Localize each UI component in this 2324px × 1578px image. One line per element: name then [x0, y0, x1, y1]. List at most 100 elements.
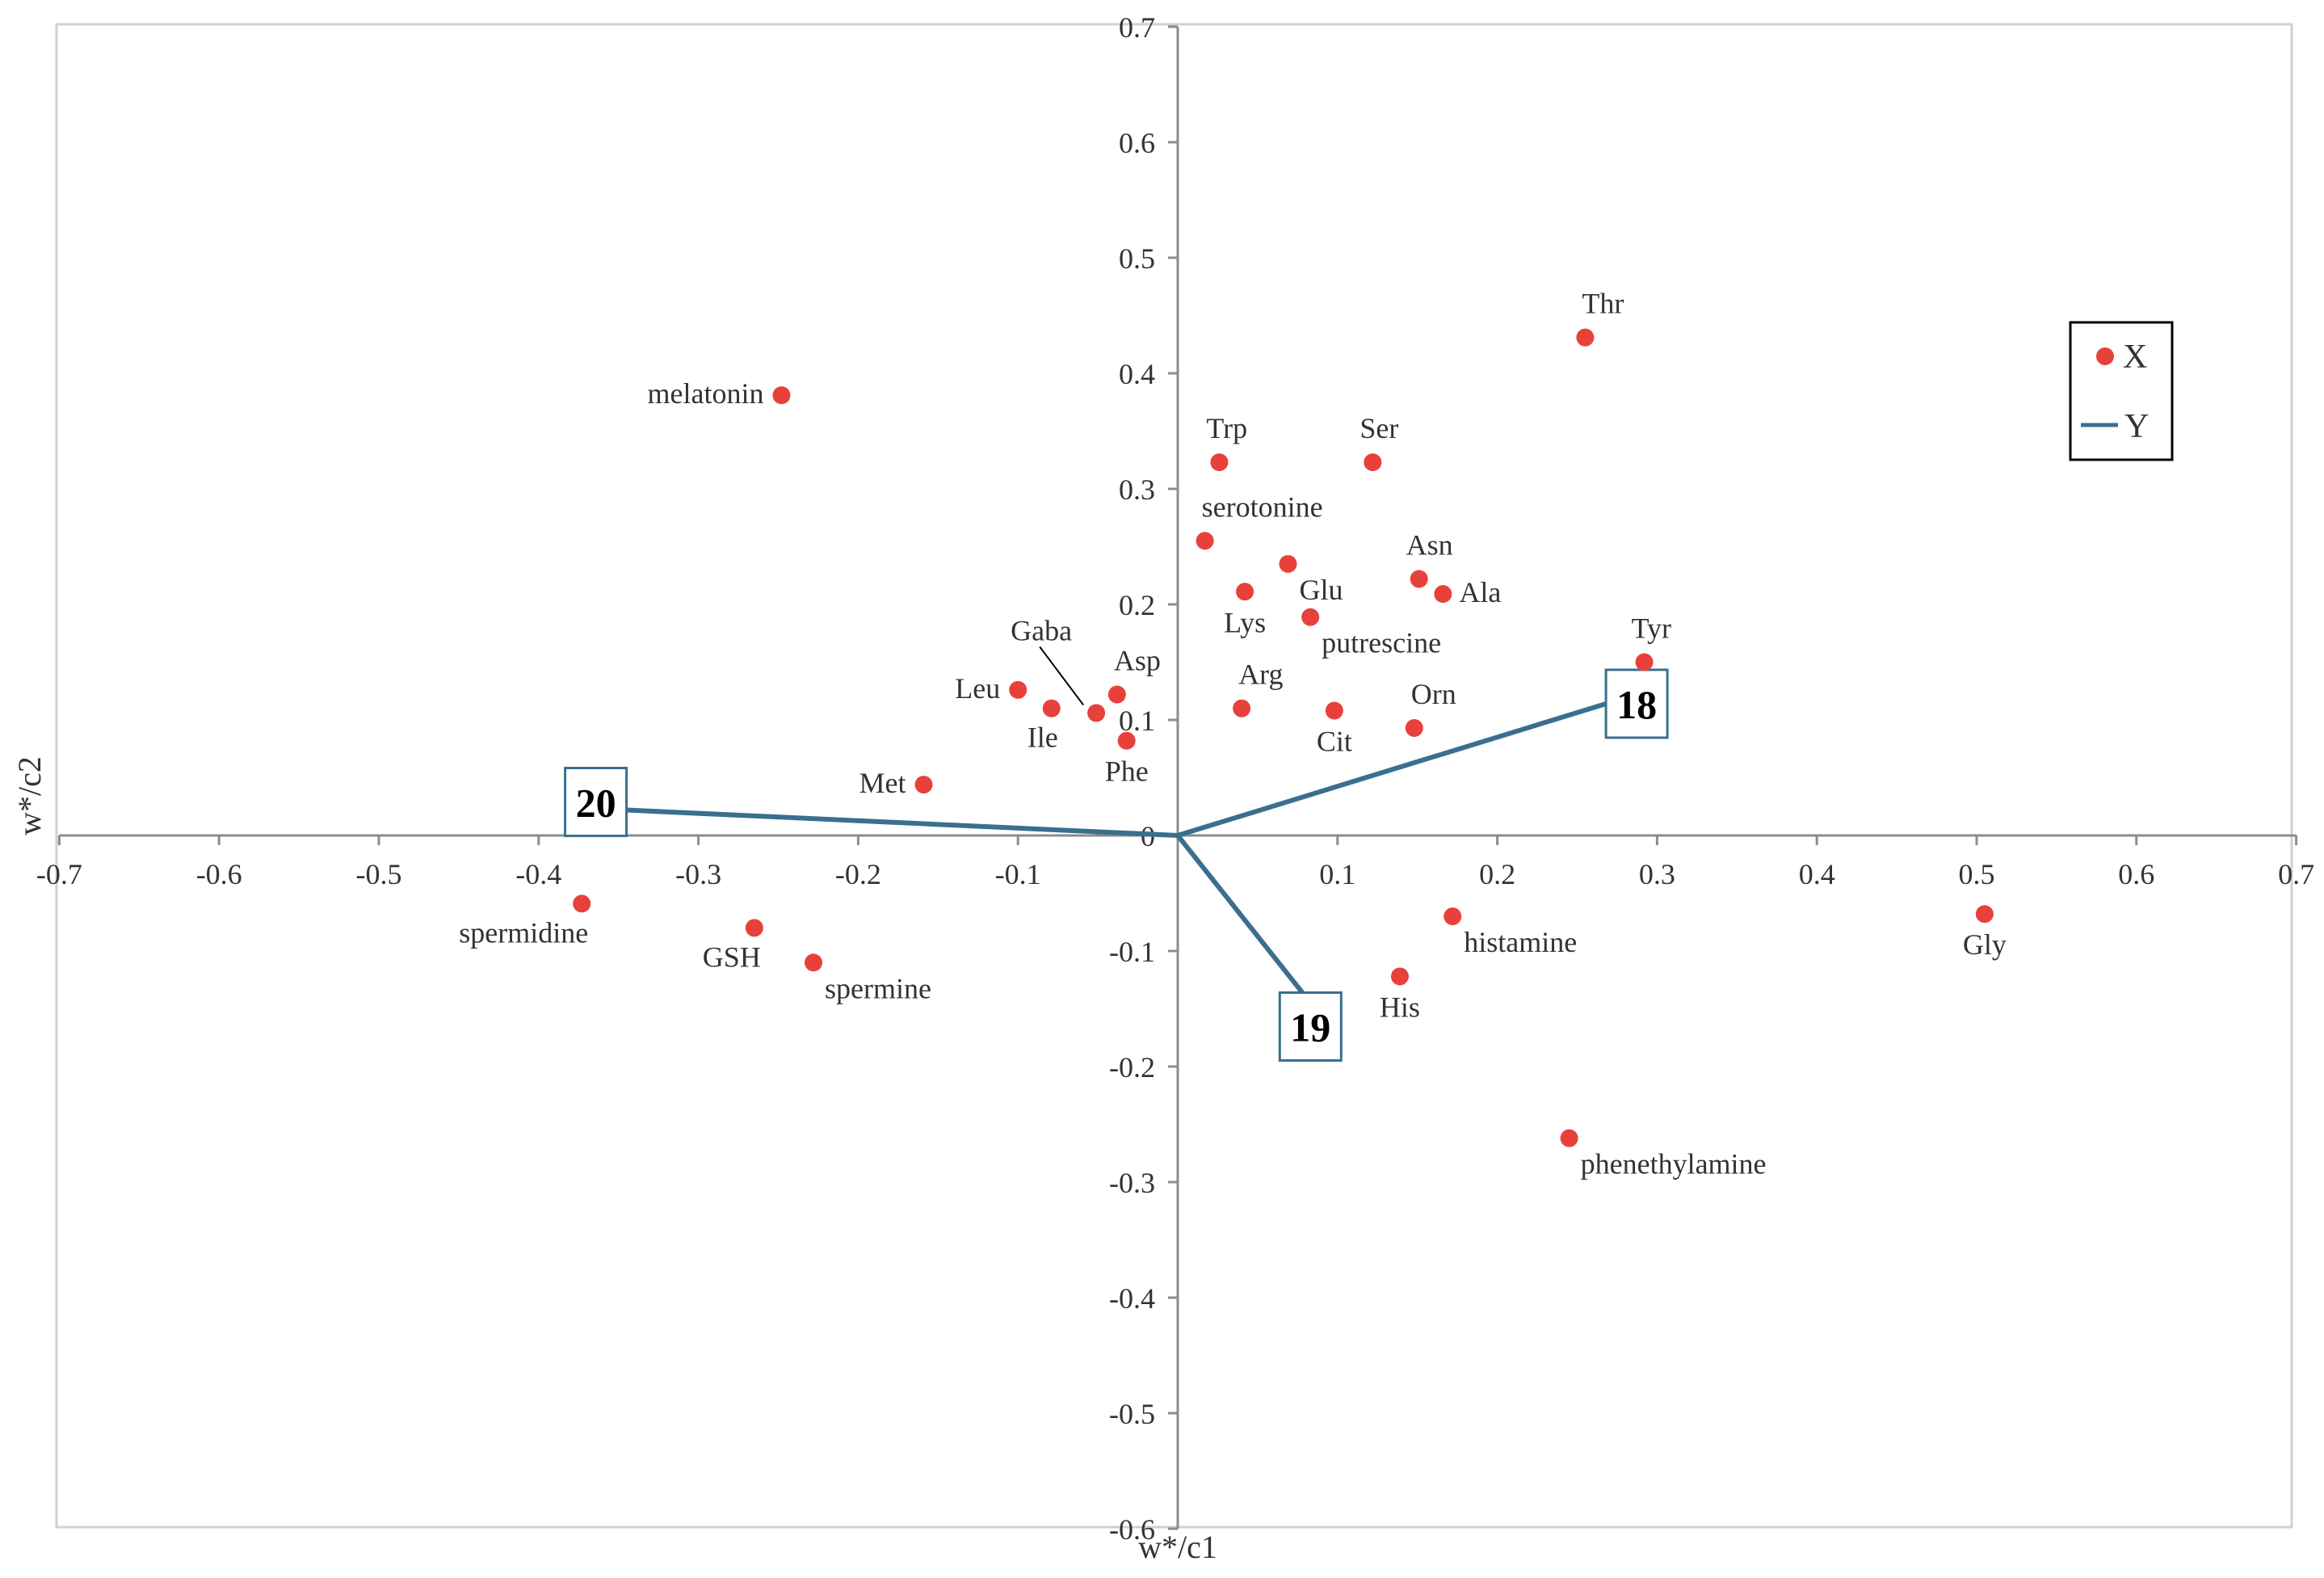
vector-18: [1177, 701, 1607, 838]
point-glu: [1279, 554, 1297, 573]
point-ser: [1364, 453, 1382, 472]
x-tick-label: 0.2: [1479, 858, 1515, 890]
point-label-glu: Glu: [1299, 574, 1343, 606]
x-tick-label: 0.5: [1959, 858, 1995, 890]
point-lys: [1236, 583, 1254, 601]
y-tick-label: 0.5: [1119, 242, 1155, 275]
y-vectors: 18 19 20: [564, 668, 1669, 1062]
point-asp: [1107, 685, 1126, 704]
y-tick-label: -0.5: [1109, 1398, 1155, 1430]
point-leu: [1009, 680, 1028, 699]
legend-marker-x: [2096, 347, 2114, 365]
legend-label-y: Y: [2124, 408, 2149, 445]
legend: X Y: [2069, 321, 2174, 461]
x-tick-label: -0.5: [356, 858, 402, 890]
y-tick-label: 0.4: [1119, 358, 1155, 390]
point-trp: [1210, 453, 1229, 472]
point-spermine: [805, 953, 823, 972]
point-label-met: Met: [859, 767, 906, 799]
vector-label-box-19: [1278, 991, 1343, 1062]
x-axis-title: w*/c1: [1138, 1529, 1217, 1565]
vector-label-box-18: [1604, 668, 1669, 739]
y-tick-label: 0.7: [1119, 11, 1155, 44]
point-label-histamine: histamine: [1464, 926, 1577, 958]
point-spermidine: [573, 894, 591, 913]
x-tick-label: -0.2: [835, 858, 881, 890]
point-label-tyr: Tyr: [1632, 612, 1671, 645]
y-tick-label: 0.6: [1119, 127, 1155, 159]
point-label-gly: Gly: [1963, 928, 2007, 961]
point-label-gaba: Gaba: [1011, 614, 1072, 646]
legend-box: [2069, 321, 2174, 461]
point-cit: [1325, 701, 1343, 720]
point-ile: [1042, 699, 1061, 717]
point-label-ala: Ala: [1459, 576, 1501, 608]
point-label-spermidine: spermidine: [459, 916, 588, 949]
axes: -0.7 -0.6 -0.5 -0.4 -0.3 -0.2 -0.1 0.1 0.2 0.3 0.4…: [36, 11, 2314, 1546]
point-label-his: His: [1380, 991, 1420, 1023]
leader-line-gaba: [1039, 646, 1084, 706]
point-label-phenethylamine: phenethylamine: [1581, 1148, 1767, 1180]
x-tick-label: 0.6: [2118, 858, 2154, 890]
point-label-ile: Ile: [1028, 722, 1058, 754]
point-label-spermine: spermine: [825, 972, 931, 1004]
x-points: melatonin Thr Trp Ser serotonine Glu Asn Lys Ala…: [459, 288, 2007, 1180]
point-met: [914, 776, 933, 794]
point-ala: [1434, 585, 1452, 604]
point-serotonine: [1196, 532, 1214, 550]
point-label-cit: Cit: [1317, 726, 1352, 758]
x-tick-label: 0.4: [1799, 858, 1835, 890]
vector-label-box-20: [564, 767, 628, 838]
point-label-asp: Asp: [1114, 645, 1161, 677]
point-label-asn: Asn: [1406, 529, 1453, 562]
vector-label-19: 19: [1290, 1004, 1330, 1050]
point-phenethylamine: [1560, 1129, 1578, 1147]
vector-20: [626, 807, 1179, 838]
y-tick-label: -0.6: [1109, 1513, 1155, 1546]
point-his: [1390, 967, 1409, 986]
point-histamine: [1444, 907, 1462, 926]
x-tick-label: -0.3: [675, 858, 721, 890]
y-tick-label: -0.3: [1109, 1167, 1155, 1199]
y-tick-label: 0.1: [1119, 705, 1155, 737]
point-label-lys: Lys: [1224, 606, 1266, 638]
legend-label-x: X: [2123, 339, 2147, 376]
y-tick-label: -0.4: [1109, 1282, 1155, 1315]
point-gaba: [1087, 704, 1106, 722]
x-tick-label: -0.1: [995, 858, 1041, 890]
point-phe: [1117, 731, 1136, 750]
x-tick-label: 0.1: [1319, 858, 1355, 890]
point-tyr: [1635, 653, 1654, 671]
point-label-ser: Ser: [1360, 412, 1398, 444]
x-tick-label: 0.3: [1639, 858, 1675, 890]
y-axis-title: w*/c2: [11, 756, 48, 835]
point-label-leu: Leu: [955, 672, 1000, 705]
x-tick-label: 0.7: [2278, 858, 2314, 890]
point-putrescine: [1301, 608, 1320, 626]
point-label-thr: Thr: [1582, 288, 1624, 320]
y-tick-label: -0.1: [1109, 936, 1155, 968]
point-label-serotonine: serotonine: [1202, 490, 1323, 523]
x-tick-label: -0.7: [36, 858, 82, 890]
point-label-trp: Trp: [1206, 412, 1247, 444]
point-label-orn: Orn: [1411, 678, 1456, 710]
point-label-arg: Arg: [1238, 659, 1283, 691]
point-gly: [1975, 905, 1994, 924]
point-asn: [1410, 570, 1428, 588]
x-tick-label: -0.6: [196, 858, 242, 890]
point-orn: [1405, 719, 1423, 738]
point-label-phe: Phe: [1105, 755, 1149, 788]
y-tick-label: 0.3: [1119, 473, 1155, 506]
y-tick-label: -0.2: [1109, 1051, 1155, 1084]
point-label-gsh: GSH: [703, 940, 761, 973]
point-arg: [1233, 699, 1251, 717]
point-gsh: [745, 919, 763, 937]
point-label-putrescine: putrescine: [1322, 627, 1441, 659]
plot-area-frame: [55, 23, 2293, 1529]
point-thr: [1576, 328, 1595, 347]
vector-19: [1175, 834, 1305, 995]
point-melatonin: [772, 386, 791, 405]
vector-label-18: 18: [1616, 682, 1657, 727]
y-tick-label: 0.2: [1119, 589, 1155, 621]
